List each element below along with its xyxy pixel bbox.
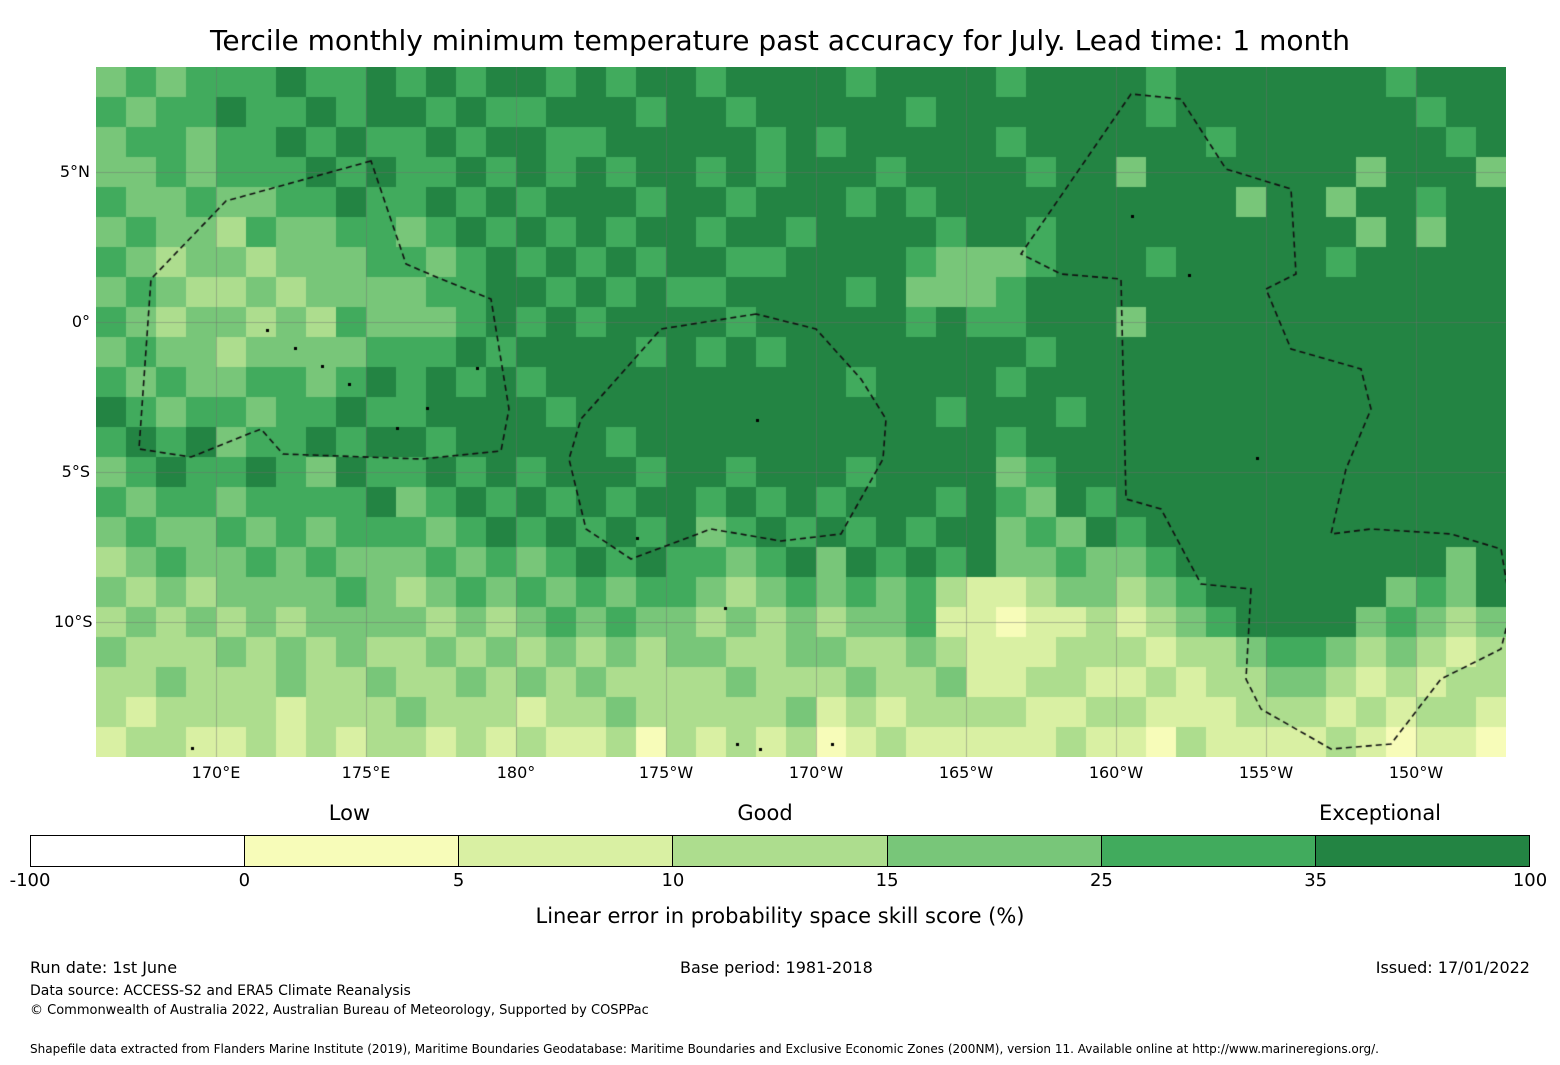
colorbar-ticks: -100 0 5 10 15 25 35 100 <box>10 870 1548 896</box>
y-tick-label: 5°S <box>61 462 90 481</box>
colorbar-segment <box>1315 836 1529 866</box>
data-source: Data source: ACCESS-S2 and ERA5 Climate … <box>30 983 411 999</box>
colorbar-category-labels: Low Good Exceptional <box>30 801 1530 835</box>
page-title: Tercile monthly minimum temperature past… <box>210 24 1350 57</box>
x-tick-label: 165°W <box>938 763 994 782</box>
legend-label-exceptional: Exceptional <box>1318 801 1442 825</box>
colorbar-tick: 0 <box>238 870 251 891</box>
colorbar-caption: Linear error in probability space skill … <box>535 904 1025 928</box>
map-canvas <box>96 67 1506 757</box>
x-tick-label: 175°E <box>341 763 391 782</box>
colorbar-tick: 15 <box>875 870 899 891</box>
x-tick-label: 170°E <box>191 763 241 782</box>
colorbar-segment <box>245 836 460 866</box>
x-tick-label: 180° <box>496 763 536 782</box>
issued-date: Issued: 17/01/2022 <box>1375 958 1530 977</box>
base-period: Base period: 1981-2018 <box>680 958 873 977</box>
colorbar-segment <box>887 836 1102 866</box>
colorbar-tick: 25 <box>1089 870 1113 891</box>
colorbar-tick: 100 <box>1512 870 1548 891</box>
footer: Run date: 1st June Base period: 1981-201… <box>30 958 1530 1056</box>
x-tick-label: 175°W <box>638 763 694 782</box>
colorbar <box>30 835 1530 867</box>
colorbar-tick: 35 <box>1304 870 1328 891</box>
colorbar-segment <box>673 836 888 866</box>
x-tick-label: 150°W <box>1388 763 1444 782</box>
y-tick-label: 5°N <box>59 162 90 181</box>
x-tick-label: 160°W <box>1088 763 1144 782</box>
map-area: 5°N 0° 5°S 10°S 170°E 175°E 180° 175°W 1… <box>54 67 1506 799</box>
legend-label-low: Low <box>328 801 371 825</box>
colorbar-segment <box>459 836 674 866</box>
copyright: © Commonwealth of Australia 2022, Austra… <box>30 1003 649 1018</box>
x-tick-label: 155°W <box>1238 763 1294 782</box>
y-tick-label: 0° <box>71 312 90 331</box>
shapefile-attribution: Shapefile data extracted from Flanders M… <box>30 1042 1379 1056</box>
y-tick-label: 10°S <box>54 612 93 631</box>
legend-label-good: Good <box>737 801 793 825</box>
colorbar-tick: 10 <box>661 870 685 891</box>
colorbar-segment <box>31 836 246 866</box>
colorbar-segment <box>1101 836 1316 866</box>
colorbar-tick: -100 <box>9 870 51 891</box>
x-tick-label: 170°W <box>788 763 844 782</box>
colorbar-tick: 5 <box>452 870 465 891</box>
run-date: Run date: 1st June <box>30 958 178 977</box>
